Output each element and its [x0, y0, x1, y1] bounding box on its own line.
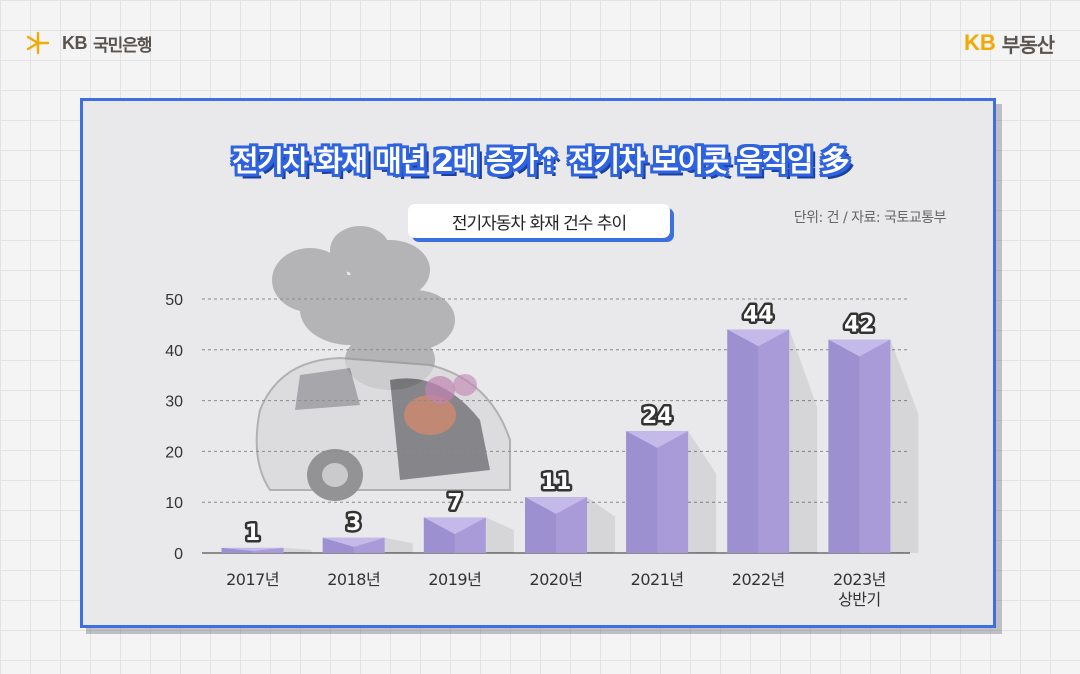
y-tick-label: 50 [165, 292, 183, 309]
y-tick-label: 40 [165, 343, 183, 360]
right-logo-kb: KB [964, 30, 996, 55]
unit-source-note: 단위: 건 / 자료: 국토교통부 [793, 210, 947, 226]
x-tick-label: 2021년 [631, 570, 684, 589]
left-logo-kb: KB [62, 32, 88, 53]
bar-top-facet [423, 517, 486, 535]
bar-left-facet [221, 547, 253, 553]
bar-shadow [890, 339, 919, 553]
bar-shadow [587, 497, 615, 553]
burning-car-illustration [255, 226, 511, 501]
bar-left-facet [525, 497, 556, 553]
x-tick-label: 2017년 [226, 570, 279, 589]
bar-shadow [688, 431, 717, 553]
x-tick-label: 2019년 [428, 570, 481, 589]
data-label: 1 [245, 521, 260, 546]
kb-realestate-logo: KB 부동산 [964, 26, 1055, 60]
x-tick-label: 2022년 [732, 570, 785, 589]
bar-top-facet [626, 431, 689, 448]
y-tick-label: 30 [165, 394, 183, 411]
bar-left-facet [828, 339, 860, 553]
data-label: 11 [541, 470, 572, 495]
data-label: 24 [642, 404, 673, 429]
data-label: 3 [346, 511, 361, 536]
bar-left-facet [626, 431, 658, 553]
bar-top-facet [221, 547, 284, 551]
data-label: 7 [447, 490, 462, 515]
x-tick-label: 2023년 [833, 570, 886, 589]
y-tick-label: 20 [165, 444, 183, 461]
bar-top-facet [828, 339, 891, 357]
bar-shadow [384, 537, 413, 553]
data-label: 42 [844, 313, 875, 338]
kb-star-icon [26, 31, 50, 55]
bar-shadow [789, 329, 818, 553]
x-tick-label: 2018년 [327, 570, 380, 589]
bar-top-facet [727, 329, 790, 347]
right-logo-name: 부동산 [1001, 32, 1055, 57]
y-tick-label: 10 [165, 495, 183, 512]
headline: 전기차 화재 매년 2배 증가⇡ 전기차 보이콧 움직임 多 [231, 144, 850, 178]
x-tick-label: 상반기 [838, 590, 881, 609]
bar-left-facet [727, 329, 759, 553]
left-logo-name: 국민은행 [93, 35, 153, 56]
bar-top-facet [525, 497, 587, 514]
x-tick-label: 2020년 [530, 570, 583, 589]
bar-left-facet [423, 517, 455, 553]
kb-bank-logo: KB 국민은행 [26, 28, 153, 58]
bar-shadow [485, 517, 514, 553]
y-tick-label: 0 [174, 546, 183, 563]
data-label: 44 [743, 302, 774, 327]
chart-title: 전기자동차 화재 건수 추이 [408, 204, 670, 238]
bar-left-facet [322, 537, 354, 553]
bar-shadow [283, 547, 312, 553]
bar-top-facet [322, 537, 385, 547]
